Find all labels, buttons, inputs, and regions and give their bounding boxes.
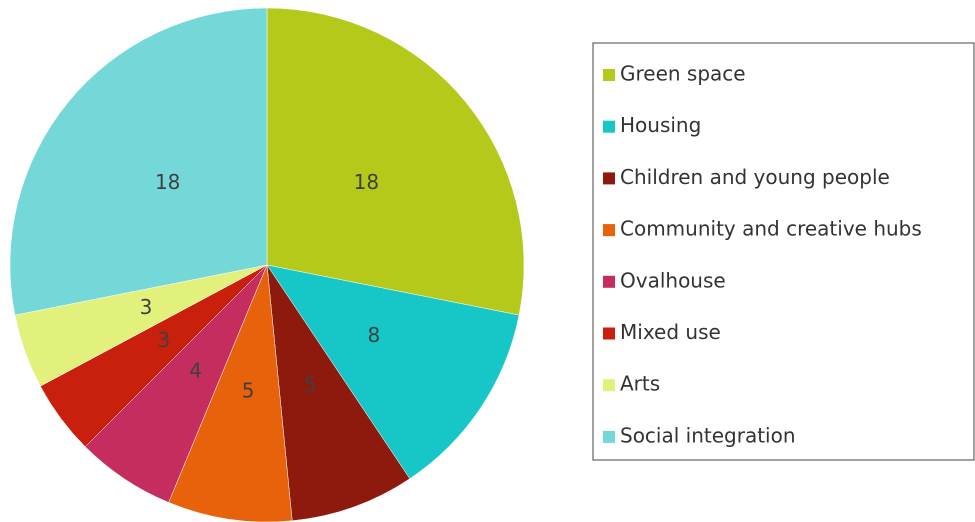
data-label: 18 bbox=[155, 170, 180, 194]
legend-label: Social integration bbox=[620, 423, 796, 447]
pie-slice bbox=[266, 264, 411, 522]
legend-label: Community and creative hubs bbox=[620, 217, 922, 241]
data-label: 5 bbox=[242, 379, 255, 403]
data-label: 3 bbox=[140, 295, 153, 319]
legend-swatch bbox=[603, 69, 615, 81]
legend-swatch bbox=[603, 327, 615, 340]
pie-slice bbox=[168, 264, 293, 522]
legend-swatch bbox=[603, 120, 615, 133]
data-label: 8 bbox=[367, 323, 380, 347]
legend-label: Children and young people bbox=[620, 165, 890, 189]
legend-box bbox=[592, 42, 975, 461]
data-label: 18 bbox=[354, 170, 379, 194]
pie-slice bbox=[266, 7, 525, 316]
data-label: 4 bbox=[189, 358, 202, 382]
legend-label: Mixed use bbox=[620, 320, 721, 344]
legend-swatch bbox=[603, 172, 615, 185]
data-label: 5 bbox=[304, 372, 317, 396]
legend-label: Green space bbox=[620, 62, 746, 86]
legend-label: Arts bbox=[620, 372, 660, 396]
legend-swatch bbox=[603, 275, 615, 288]
pie-slice bbox=[266, 264, 520, 480]
legend-swatch bbox=[603, 224, 615, 237]
legend-swatch bbox=[603, 430, 615, 443]
pie-slice bbox=[9, 7, 268, 316]
legend-label: Ovalhouse bbox=[620, 268, 726, 292]
legend-swatch bbox=[603, 379, 615, 392]
data-label: 3 bbox=[157, 328, 170, 352]
legend-label: Housing bbox=[620, 113, 701, 137]
